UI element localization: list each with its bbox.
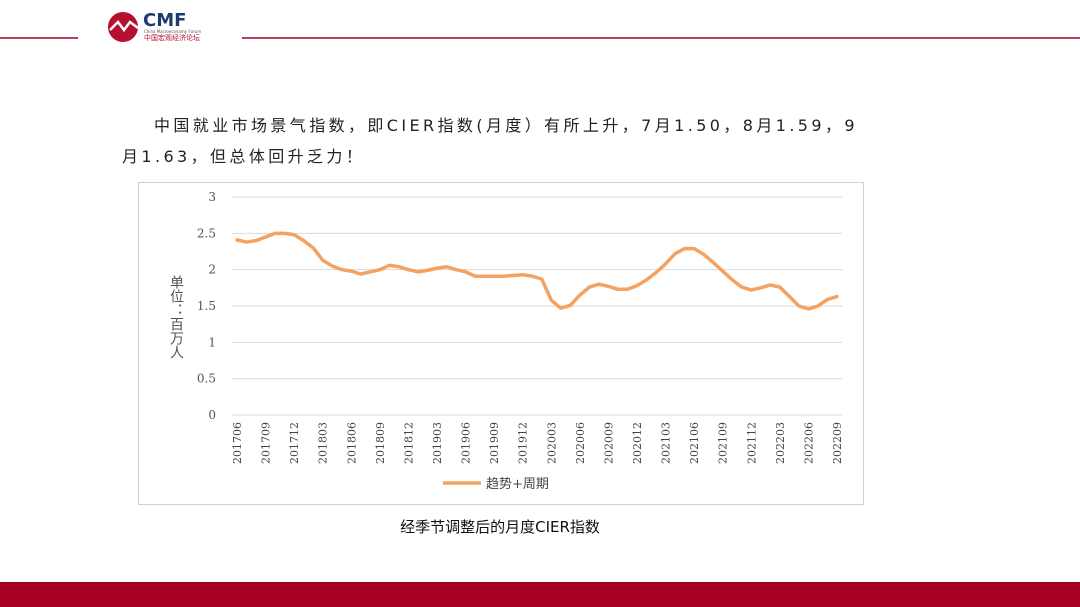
logo-icon-mark bbox=[109, 20, 139, 33]
chart: 0 0.5 1 1.5 2 2.5 3 201706 201709 201712 201803 201… bbox=[168, 190, 844, 492]
logo-cn: 中国宏观经济论坛 bbox=[144, 33, 200, 42]
x-tick-label: 202109 bbox=[717, 422, 730, 464]
series-line bbox=[235, 231, 839, 311]
x-tick-label: 202006 bbox=[574, 422, 587, 464]
y-tick-label: 0 bbox=[208, 408, 216, 422]
y-tick-label: 2.5 bbox=[197, 226, 216, 240]
x-tick-label: 202112 bbox=[745, 422, 758, 464]
y-tick-label: 1 bbox=[208, 335, 216, 349]
y-tick-label: 1.5 bbox=[197, 299, 216, 313]
x-tick-label: 201809 bbox=[374, 422, 387, 464]
y-tick-label: 2 bbox=[208, 263, 216, 277]
legend-label: 趋势+周期 bbox=[486, 476, 549, 492]
footer-bar bbox=[0, 582, 1080, 607]
x-tick-label: 202209 bbox=[831, 422, 844, 464]
x-tick-label: 202106 bbox=[688, 422, 701, 464]
y-tick-label: 3 bbox=[208, 190, 216, 204]
x-tick-label: 202003 bbox=[545, 422, 558, 464]
x-tick-label: 201806 bbox=[345, 422, 358, 464]
x-tick-label: 201709 bbox=[260, 422, 273, 464]
x-tick-label: 201906 bbox=[460, 422, 473, 464]
logo-en: China Macroeconomy Forum bbox=[144, 29, 201, 34]
chart-frame bbox=[138, 182, 864, 505]
x-tick-label: 202203 bbox=[774, 422, 787, 464]
paragraph: 中国就业市场景气指数，即CIER指数(月度）有所上升，7月1.50，8月1.59… bbox=[122, 116, 858, 166]
x-tick-label: 201803 bbox=[317, 422, 330, 464]
x-tick-label: 202103 bbox=[660, 422, 673, 464]
x-tick-label: 201909 bbox=[488, 422, 501, 464]
x-tick-label: 201706 bbox=[231, 422, 244, 464]
logo-text: CMF bbox=[143, 10, 186, 31]
caption: 经季节调整后的月度CIER指数 bbox=[400, 518, 600, 536]
x-tick-label: 202009 bbox=[602, 422, 615, 464]
y-tick-label: 0.5 bbox=[197, 372, 216, 386]
x-tick-label: 201903 bbox=[431, 422, 444, 464]
x-tick-label: 201812 bbox=[402, 422, 415, 464]
y-axis-label: 单位：百万人 bbox=[168, 275, 184, 359]
x-tick-label: 202206 bbox=[802, 422, 815, 464]
x-tick-label: 201712 bbox=[288, 422, 301, 464]
x-tick-label: 201912 bbox=[517, 422, 530, 464]
x-tick-label: 202012 bbox=[631, 422, 644, 464]
